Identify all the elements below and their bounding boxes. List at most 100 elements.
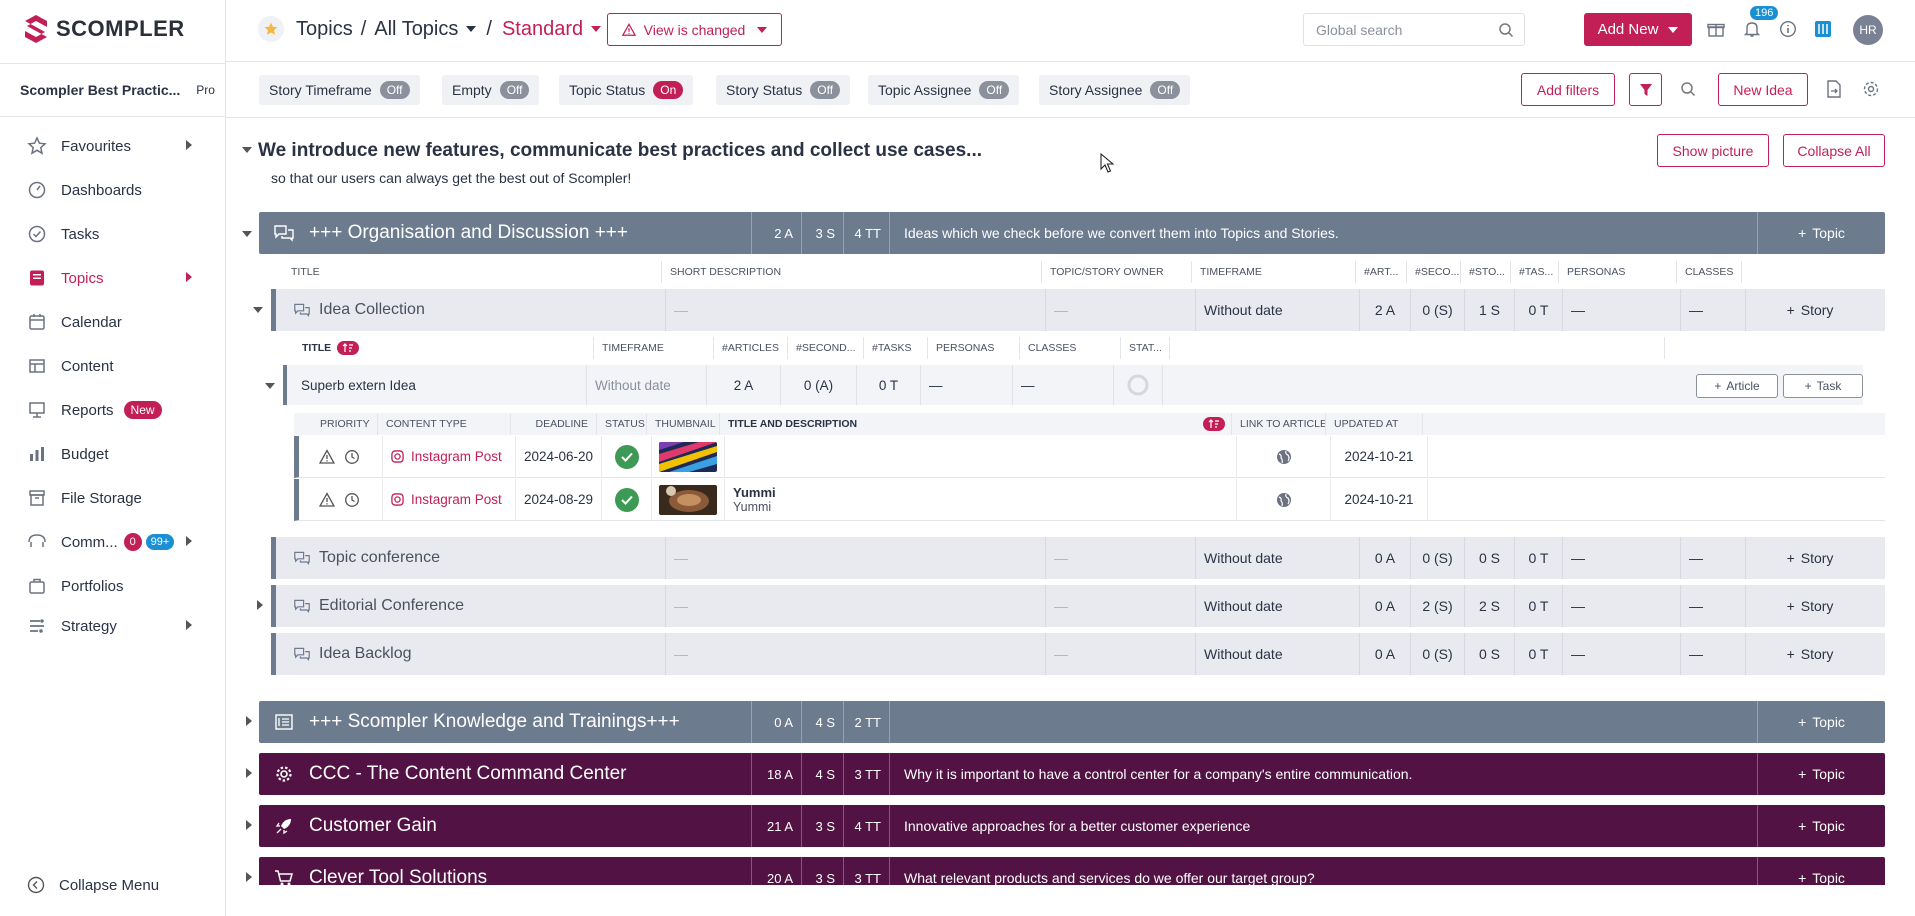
col-secondary[interactable]: #Second... (788, 337, 864, 359)
sort-icon[interactable] (1203, 417, 1225, 431)
favourite-star-icon[interactable] (258, 16, 284, 42)
add-topic-button[interactable]: + Topic (1757, 857, 1885, 885)
sidebar-item-file-storage[interactable]: File Storage (0, 476, 226, 520)
gift-icon[interactable] (1707, 20, 1725, 38)
story-row[interactable]: Idea Collection — — Without date 2 A 0 (… (271, 289, 1885, 331)
col-updated[interactable]: Updated At (1326, 413, 1423, 435)
filter-chip-story-assignee[interactable]: Story Assignee Off (1039, 75, 1191, 105)
breadcrumb-view-standard[interactable]: Standard (502, 18, 602, 41)
sort-icon[interactable] (337, 341, 360, 355)
filter-chip-story-timeframe[interactable]: Story Timeframe Off (259, 75, 420, 105)
sidebar-item-topics[interactable]: Topics (0, 256, 226, 300)
search-icon[interactable] (1680, 81, 1696, 97)
thumbnail-cell[interactable] (652, 478, 725, 521)
col-link[interactable]: Link to Article (1232, 413, 1326, 435)
col-personas[interactable]: Personas (928, 337, 1020, 359)
sidebar-item-calendar[interactable]: Calendar (0, 300, 226, 344)
topic-expand-toggle[interactable] (246, 872, 252, 882)
filter-chip-story-status[interactable]: Story Status Off (716, 75, 851, 105)
toggle-state[interactable]: On (653, 81, 684, 99)
col-classes[interactable]: Classes (1677, 261, 1742, 283)
topic-row[interactable]: CCC - The Content Command Center 18 A 4 … (259, 753, 1885, 795)
breadcrumb-topics[interactable]: Topics (296, 17, 353, 40)
intro-collapse-toggle[interactable] (242, 147, 252, 153)
topic-collapse-toggle[interactable] (242, 231, 252, 237)
sidebar-item-favourites[interactable]: Favourites (0, 124, 226, 168)
col-timeframe[interactable]: Timeframe (1192, 261, 1356, 283)
add-story-button[interactable]: + Story (1746, 633, 1874, 675)
toggle-state[interactable]: Off (810, 81, 841, 99)
story-row[interactable]: Editorial Conference — — Without date 0 … (271, 585, 1885, 627)
col-thumbnail[interactable]: Thumbnail (647, 413, 720, 435)
status-cell[interactable] (602, 435, 652, 478)
expand-arrow-icon[interactable] (186, 272, 192, 282)
col-title[interactable]: Title (283, 261, 662, 283)
add-filters-button[interactable]: Add filters (1521, 73, 1615, 106)
breadcrumb-all-topics[interactable]: All Topics (374, 18, 477, 41)
link-cell[interactable] (1237, 435, 1331, 478)
topic-expand-toggle[interactable] (246, 820, 252, 830)
sidebar-item-budget[interactable]: Budget (0, 432, 226, 476)
col-title[interactable]: Title (294, 337, 594, 359)
article-row[interactable]: Instagram Post 2024-08-29 Yummi Yummi 20… (294, 478, 1885, 521)
collapse-all-button[interactable]: Collapse All (1783, 134, 1885, 167)
col-stories[interactable]: #Sto... (1461, 261, 1511, 283)
col-short-description[interactable]: Short Description (662, 261, 1042, 283)
expand-arrow-icon[interactable] (186, 536, 192, 546)
topic-row[interactable]: Customer Gain 21 A 3 S 4 TT Innovative a… (259, 805, 1885, 847)
new-idea-button[interactable]: New Idea (1718, 73, 1808, 106)
status-cell[interactable] (602, 478, 652, 521)
info-icon[interactable] (1779, 20, 1797, 38)
col-title-description[interactable]: Title and Description (720, 413, 1232, 435)
idea-collapse-toggle[interactable] (265, 383, 275, 389)
sidebar-item-tasks[interactable]: Tasks (0, 212, 226, 256)
toggle-state[interactable]: Off (1150, 81, 1181, 99)
col-status[interactable]: Stat... (1121, 337, 1170, 359)
topic-row[interactable]: Clever Tool Solutions 20 A 3 S 3 TT What… (259, 857, 1885, 885)
toggle-state[interactable]: Off (979, 81, 1010, 99)
content-type-cell[interactable]: Instagram Post (383, 435, 516, 478)
sidebar-item-portfolios[interactable]: Portfolios (0, 564, 226, 608)
thumbnail-cell[interactable] (652, 435, 725, 478)
add-story-button[interactable]: + Story (1746, 289, 1874, 331)
sidebar-item-strategy[interactable]: Strategy (0, 604, 226, 648)
title-description-cell[interactable]: Yummi Yummi (725, 478, 1237, 521)
add-topic-button[interactable]: + Topic (1757, 212, 1885, 254)
add-topic-button[interactable]: + Topic (1757, 701, 1885, 743)
clock-icon[interactable] (344, 449, 360, 465)
view-changed-dropdown[interactable]: View is changed (607, 13, 782, 46)
add-article-button[interactable]: + Article (1696, 374, 1778, 398)
article-row[interactable]: Instagram Post 2024-06-20 2024-10-21 (294, 435, 1885, 478)
story-row[interactable]: Idea Backlog — — Without date 0 A 0 (S) … (271, 633, 1885, 675)
col-owner[interactable]: Topic/Story Owner (1042, 261, 1192, 283)
toggle-state[interactable]: Off (499, 81, 530, 99)
col-articles[interactable]: #Art... (1356, 261, 1407, 283)
settings-gear-icon[interactable] (1862, 80, 1880, 98)
col-classes[interactable]: Classes (1020, 337, 1121, 359)
add-task-button[interactable]: + Task (1783, 374, 1863, 398)
filter-chip-empty[interactable]: Empty Off (442, 75, 540, 105)
col-articles[interactable]: #Articles (714, 337, 788, 359)
sidebar-item-content[interactable]: Content (0, 344, 226, 388)
workspace-switcher[interactable]: Scompler Best Practic... Pro (0, 63, 226, 117)
toggle-state[interactable]: Off (379, 81, 410, 99)
col-priority[interactable]: Priority (294, 413, 378, 435)
topic-expand-toggle[interactable] (246, 716, 252, 726)
warning-icon[interactable] (319, 491, 335, 508)
filter-chip-topic-status[interactable]: Topic Status On (559, 75, 694, 105)
global-search-input[interactable]: Global search (1303, 13, 1525, 46)
expand-arrow-icon[interactable] (186, 620, 192, 630)
col-timeframe[interactable]: Timeframe (594, 337, 714, 359)
user-avatar[interactable]: HR (1853, 15, 1883, 45)
idea-status[interactable] (1114, 365, 1163, 405)
topic-expand-toggle[interactable] (246, 768, 252, 778)
col-tasks[interactable]: #Tasks (864, 337, 928, 359)
add-story-button[interactable]: + Story (1746, 585, 1874, 627)
add-story-button[interactable]: + Story (1746, 537, 1874, 579)
content-type-cell[interactable]: Instagram Post (383, 478, 516, 521)
sidebar-item-reports[interactable]: Reports New (0, 388, 226, 432)
app-grid-icon[interactable] (1814, 20, 1832, 38)
col-personas[interactable]: Personas (1559, 261, 1677, 283)
add-new-button[interactable]: Add New (1584, 13, 1692, 46)
story-row[interactable]: Topic conference — — Without date 0 A 0 … (271, 537, 1885, 579)
